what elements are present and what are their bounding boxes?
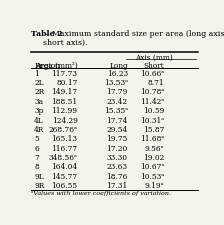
Text: 165.13: 165.13 xyxy=(52,135,78,143)
Text: 4R: 4R xyxy=(34,126,44,134)
Text: 10.67ᵃ: 10.67ᵃ xyxy=(140,163,164,171)
Text: ᵃValues with lower coefficients of variation.: ᵃValues with lower coefficients of varia… xyxy=(31,191,172,196)
Text: Axis (mm): Axis (mm) xyxy=(135,54,173,62)
Text: 149.17: 149.17 xyxy=(51,88,78,97)
Text: 8: 8 xyxy=(34,163,39,171)
Text: 10.66ᵃ: 10.66ᵃ xyxy=(140,70,164,78)
Text: 3p: 3p xyxy=(34,107,43,115)
Text: Long: Long xyxy=(109,61,128,70)
Text: 116.77: 116.77 xyxy=(51,145,78,153)
Text: 9.56ᵃ: 9.56ᵃ xyxy=(145,145,164,153)
Text: 164.04: 164.04 xyxy=(51,163,78,171)
Text: Short: Short xyxy=(144,61,164,70)
Text: 19.02: 19.02 xyxy=(143,154,164,162)
Text: 2R: 2R xyxy=(34,88,44,97)
Text: 2L: 2L xyxy=(34,79,44,87)
Text: 10.59: 10.59 xyxy=(143,107,164,115)
Text: 19.75: 19.75 xyxy=(106,135,128,143)
Text: 80.17: 80.17 xyxy=(56,79,78,87)
Text: 5: 5 xyxy=(34,135,39,143)
Text: 23.42: 23.42 xyxy=(107,98,128,106)
Text: 3a: 3a xyxy=(34,98,43,106)
Text: 11.68ᵃ: 11.68ᵃ xyxy=(140,135,164,143)
Text: 23.63: 23.63 xyxy=(107,163,128,171)
Text: 112.99: 112.99 xyxy=(52,107,78,115)
Text: 117.73: 117.73 xyxy=(52,70,78,78)
Text: 11.42ᵃ: 11.42ᵃ xyxy=(140,98,164,106)
Text: 188.51: 188.51 xyxy=(51,98,78,106)
Text: 8.71: 8.71 xyxy=(148,79,164,87)
Text: 268.76ᵃ: 268.76ᵃ xyxy=(49,126,78,134)
Text: 9L: 9L xyxy=(34,173,44,181)
Text: 16.23: 16.23 xyxy=(107,70,128,78)
Text: 10.53ᵃ: 10.53ᵃ xyxy=(140,173,164,181)
Text: 13.53ᵃ: 13.53ᵃ xyxy=(104,79,128,87)
Text: 17.31: 17.31 xyxy=(107,182,128,190)
Text: 348.56ᵃ: 348.56ᵃ xyxy=(49,154,78,162)
Text: 17.79: 17.79 xyxy=(106,88,128,97)
Text: 15.35ᵃ: 15.35ᵃ xyxy=(104,107,128,115)
Text: Area (mm²): Area (mm²) xyxy=(35,61,78,70)
Text: 17.20: 17.20 xyxy=(107,145,128,153)
Text: 124.29: 124.29 xyxy=(52,117,78,124)
Text: 7: 7 xyxy=(34,154,39,162)
Text: 1: 1 xyxy=(34,70,39,78)
Text: 9.19ᵃ: 9.19ᵃ xyxy=(145,182,164,190)
Text: 9R: 9R xyxy=(34,182,44,190)
Text: 33.30: 33.30 xyxy=(107,154,128,162)
Text: 29.54: 29.54 xyxy=(107,126,128,134)
Text: 145.77: 145.77 xyxy=(51,173,78,181)
Text: 106.55: 106.55 xyxy=(51,182,78,190)
Text: 10.31ᵃ: 10.31ᵃ xyxy=(140,117,164,124)
Text: 15.87: 15.87 xyxy=(143,126,164,134)
Text: 17.74: 17.74 xyxy=(106,117,128,124)
Text: 6: 6 xyxy=(34,145,39,153)
Text: 18.76: 18.76 xyxy=(106,173,128,181)
Text: Region: Region xyxy=(34,61,60,70)
Text: – Maximum standard size per area (long axis and
short axis).: – Maximum standard size per area (long a… xyxy=(43,30,224,47)
Text: Table 2: Table 2 xyxy=(31,30,63,38)
Text: 10.78ᵃ: 10.78ᵃ xyxy=(140,88,164,97)
Text: 4L: 4L xyxy=(34,117,44,124)
